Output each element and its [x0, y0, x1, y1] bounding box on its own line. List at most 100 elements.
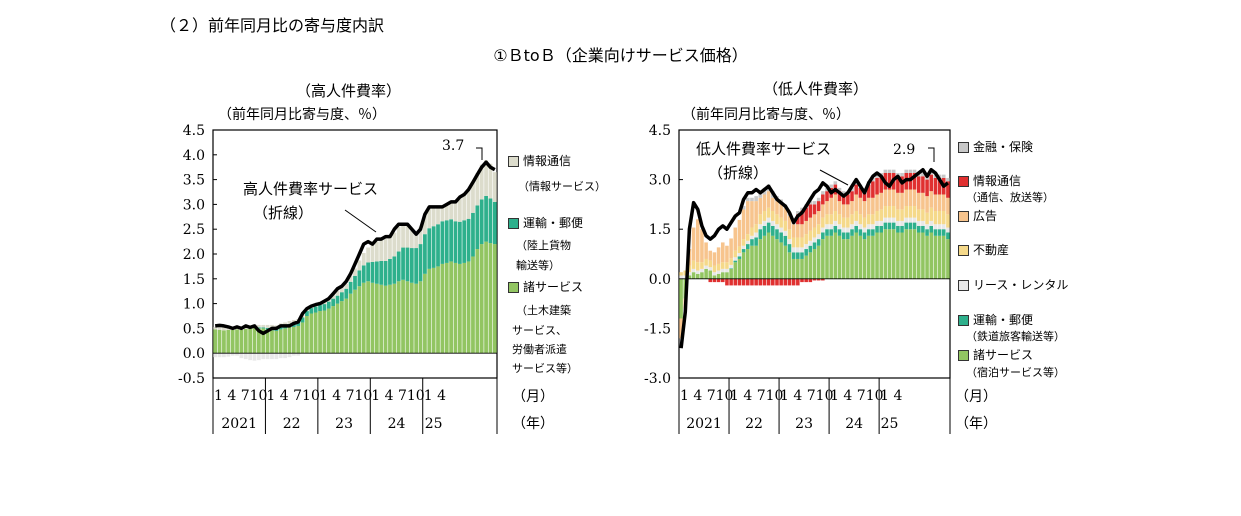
y-tick-label: -3.0: [644, 371, 671, 387]
bar-segment: [854, 211, 858, 221]
bar-segment: [716, 270, 721, 274]
bar-segment: [783, 230, 788, 236]
bar-segment: [353, 275, 357, 290]
bar-segment: [213, 353, 218, 358]
bar-segment: [270, 330, 274, 354]
bar-segment: [741, 249, 746, 253]
bar-segment: [453, 262, 458, 354]
bar-segment: [900, 192, 904, 210]
bar-segment: [862, 239, 867, 279]
bar-segment: [808, 278, 813, 283]
bar-segment: [414, 283, 419, 354]
plot-frame: [678, 129, 951, 379]
bar-segment: [841, 232, 846, 240]
bar-segment: [256, 327, 261, 329]
month-tick-label: 1 4 710: [780, 388, 833, 404]
bar-segment: [875, 177, 879, 195]
y-tick-label: 4.5: [183, 123, 205, 139]
bar-segment: [871, 214, 875, 225]
bar-segment: [812, 201, 817, 205]
bar-segment: [921, 176, 925, 193]
year-label: 25: [881, 416, 899, 432]
month-tick-label: 1 4 710: [214, 388, 267, 404]
bar-segment: [762, 220, 767, 226]
bar-segment: [392, 232, 397, 257]
bar-segment: [754, 245, 758, 279]
bar-segment: [248, 353, 253, 361]
bar-segment: [796, 252, 800, 259]
bar-segment: [804, 244, 808, 250]
bar-segment: [937, 194, 942, 212]
bar-segment: [733, 227, 738, 251]
bar-segment: [239, 353, 244, 359]
bar-segment: [457, 221, 462, 264]
bar-segment: [401, 279, 405, 354]
bar-segment: [921, 192, 925, 210]
bar-segment: [854, 225, 858, 233]
bar-segment: [278, 353, 283, 359]
bar-segment: [883, 189, 888, 207]
bar-segment: [370, 244, 375, 262]
bar-segment: [418, 226, 423, 245]
bar-segment: [691, 272, 696, 279]
bar-segment: [854, 181, 858, 185]
bar-segment: [326, 301, 331, 309]
bar-segment: [916, 192, 921, 210]
bar-segment: [821, 227, 825, 233]
bar-segment: [766, 217, 771, 223]
bar-segment: [305, 316, 309, 354]
bar-segment: [779, 278, 783, 286]
bar-segment: [484, 160, 488, 196]
bar-segment: [457, 263, 462, 354]
bar-segment: [322, 304, 327, 311]
bar-segment: [904, 189, 909, 207]
bar-segment: [466, 218, 471, 262]
bar-segment: [712, 272, 717, 276]
bar-segment: [904, 222, 909, 230]
bar-segment: [704, 265, 708, 269]
bar-segment: [800, 278, 804, 283]
bar-segment: [833, 211, 838, 221]
bar-segment: [912, 169, 917, 173]
bar-segment: [720, 268, 725, 273]
left-legend-unyu-sub: （陸上貨物: [516, 239, 571, 252]
bar-segment: [812, 249, 817, 279]
bar-segment: [217, 353, 222, 358]
bar-segment: [904, 206, 909, 218]
bar-segment: [833, 232, 838, 279]
bar-segment: [265, 353, 270, 360]
bar-segment: [361, 265, 366, 283]
bar-segment: [854, 184, 858, 195]
bar-segment: [771, 220, 775, 226]
bar-segment: [850, 224, 854, 230]
bar-segment: [737, 278, 742, 286]
bar-segment: [800, 207, 804, 212]
bar-segment: [891, 169, 896, 173]
bar-segment: [737, 219, 742, 247]
bar-segment: [879, 232, 883, 279]
bar-segment: [488, 198, 493, 244]
bar-segment: [846, 227, 850, 233]
y-tick-label: 0.0: [183, 346, 205, 362]
legend-swatch-icon: [508, 218, 519, 229]
bar-segment: [841, 217, 846, 228]
bar-segment: [471, 212, 475, 257]
month-tick-label: 1 4 710: [730, 388, 783, 404]
bar-segment: [235, 353, 239, 356]
bar-segment: [222, 353, 226, 358]
bar-segment: [946, 227, 950, 233]
bar-segment: [946, 239, 950, 279]
bar-segment: [850, 201, 854, 215]
bar-segment: [466, 189, 471, 219]
bar-segment: [850, 229, 854, 236]
bar-segment: [900, 220, 904, 226]
bar-segment: [344, 283, 349, 289]
bar-segment: [821, 278, 825, 281]
bar-segment: [862, 201, 867, 218]
bar-segment: [725, 272, 729, 279]
bar-segment: [841, 191, 846, 195]
bar-segment: [366, 262, 370, 282]
bar-segment: [750, 227, 754, 236]
bar-segment: [374, 241, 379, 262]
left-legend-joho: 情報通信: [508, 152, 571, 169]
